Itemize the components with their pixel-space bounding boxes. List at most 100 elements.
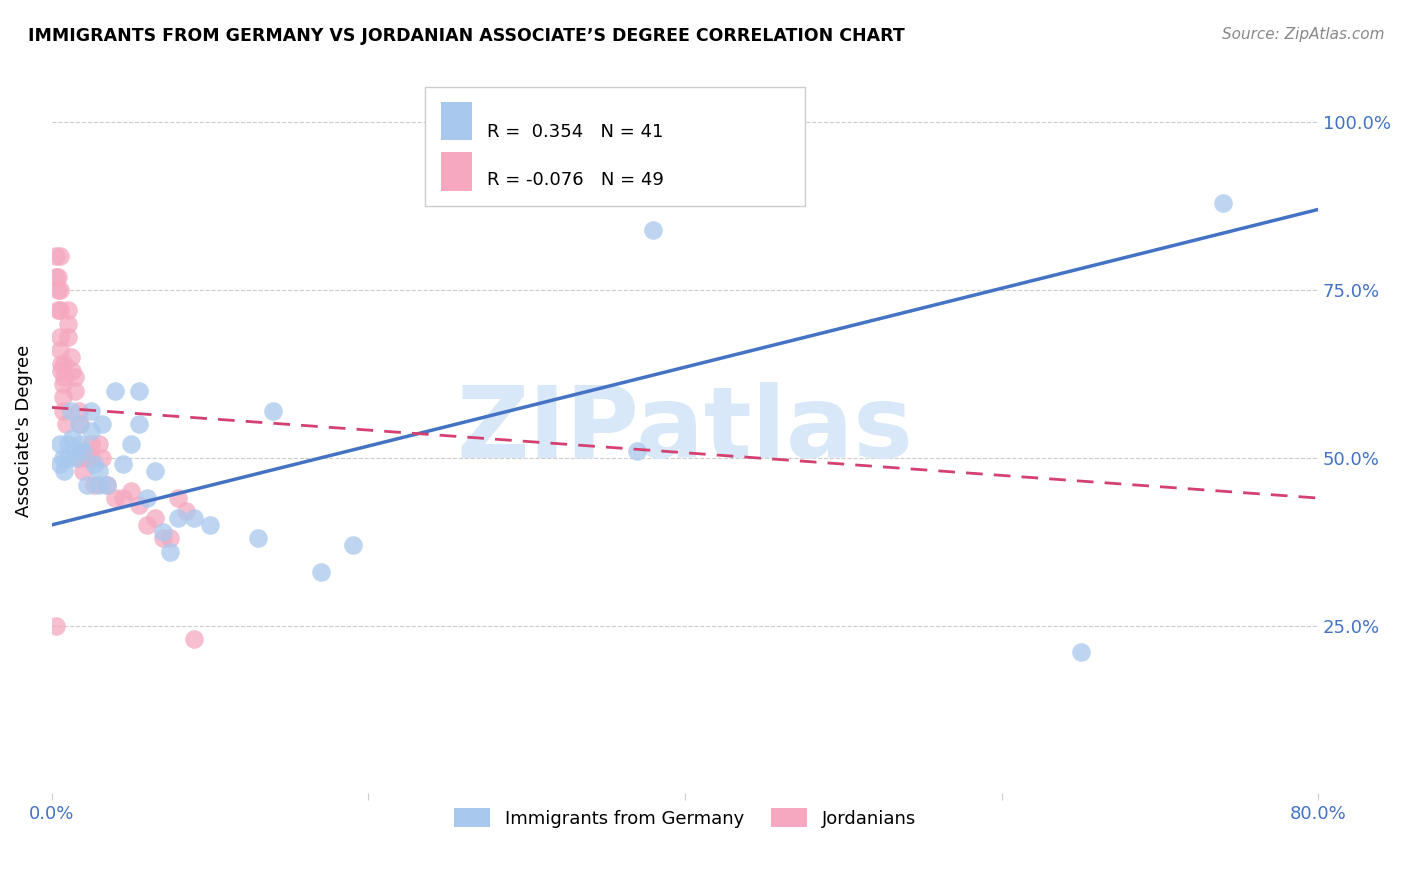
Point: [80, 437, 103, 451]
Point: [52, 390, 75, 404]
Point: [52, 404, 75, 418]
Point: [198, 517, 221, 532]
Point: [48, 458, 70, 472]
Point: [167, 511, 190, 525]
FancyBboxPatch shape: [440, 153, 472, 191]
Point: [72, 444, 94, 458]
Point: [159, 531, 181, 545]
Point: [48, 343, 70, 358]
Point: [176, 504, 198, 518]
Point: [45, 249, 67, 263]
Point: [111, 491, 134, 505]
Point: [104, 491, 127, 505]
Point: [56, 303, 79, 318]
Point: [246, 531, 269, 545]
Point: [67, 417, 90, 432]
Point: [120, 484, 142, 499]
Point: [83, 477, 105, 491]
Point: [65, 444, 87, 458]
Point: [643, 222, 665, 236]
Point: [80, 424, 103, 438]
Point: [76, 450, 98, 465]
Point: [69, 450, 91, 465]
Point: [80, 404, 103, 418]
Y-axis label: Associate's Degree: Associate's Degree: [15, 345, 32, 517]
Point: [135, 491, 157, 505]
Point: [69, 437, 91, 451]
Text: R = -0.076   N = 49: R = -0.076 N = 49: [488, 171, 664, 189]
Point: [72, 464, 94, 478]
Point: [128, 498, 150, 512]
Point: [111, 458, 134, 472]
Point: [89, 437, 111, 451]
Point: [52, 376, 75, 391]
Point: [51, 363, 73, 377]
Point: [183, 632, 205, 646]
Text: ZIPatlas: ZIPatlas: [457, 383, 914, 479]
Point: [48, 303, 70, 318]
Point: [89, 477, 111, 491]
Point: [91, 417, 114, 432]
Point: [309, 565, 332, 579]
Point: [59, 350, 82, 364]
Point: [69, 417, 91, 432]
Point: [46, 303, 69, 318]
Point: [59, 404, 82, 418]
Point: [143, 464, 166, 478]
Point: [65, 450, 87, 465]
Legend: Immigrants from Germany, Jordanians: Immigrants from Germany, Jordanians: [447, 801, 922, 835]
Point: [626, 444, 648, 458]
Text: IMMIGRANTS FROM GERMANY VS JORDANIAN ASSOCIATE’S DEGREE CORRELATION CHART: IMMIGRANTS FROM GERMANY VS JORDANIAN ASS…: [28, 27, 905, 45]
Point: [152, 524, 174, 539]
Point: [56, 450, 79, 465]
Point: [53, 357, 76, 371]
FancyBboxPatch shape: [440, 103, 472, 140]
Point: [128, 417, 150, 432]
Point: [46, 283, 69, 297]
Point: [56, 317, 79, 331]
Point: [104, 384, 127, 398]
Point: [53, 464, 76, 478]
Point: [159, 545, 181, 559]
Point: [65, 370, 87, 384]
Point: [1212, 195, 1234, 210]
Point: [120, 437, 142, 451]
Point: [342, 538, 364, 552]
Point: [48, 249, 70, 263]
Point: [72, 444, 94, 458]
Point: [89, 464, 111, 478]
Point: [65, 384, 87, 398]
Point: [1070, 645, 1092, 659]
Point: [55, 417, 77, 432]
Point: [183, 511, 205, 525]
Text: R =  0.354   N = 41: R = 0.354 N = 41: [488, 123, 664, 141]
Point: [48, 330, 70, 344]
Point: [167, 491, 190, 505]
Point: [135, 517, 157, 532]
Point: [52, 450, 75, 465]
Point: [67, 404, 90, 418]
Point: [60, 431, 83, 445]
Point: [262, 404, 284, 418]
Point: [83, 458, 105, 472]
Point: [56, 330, 79, 344]
Point: [60, 363, 83, 377]
Point: [80, 450, 103, 465]
FancyBboxPatch shape: [426, 87, 806, 206]
Point: [152, 531, 174, 545]
Point: [53, 370, 76, 384]
Point: [48, 283, 70, 297]
Point: [51, 357, 73, 371]
Point: [91, 450, 114, 465]
Point: [76, 477, 98, 491]
Point: [56, 437, 79, 451]
Text: Source: ZipAtlas.com: Source: ZipAtlas.com: [1222, 27, 1385, 42]
Point: [46, 269, 69, 284]
Point: [96, 477, 118, 491]
Point: [45, 618, 67, 632]
Point: [96, 477, 118, 491]
Point: [143, 511, 166, 525]
Point: [48, 437, 70, 451]
Point: [45, 269, 67, 284]
Point: [128, 384, 150, 398]
